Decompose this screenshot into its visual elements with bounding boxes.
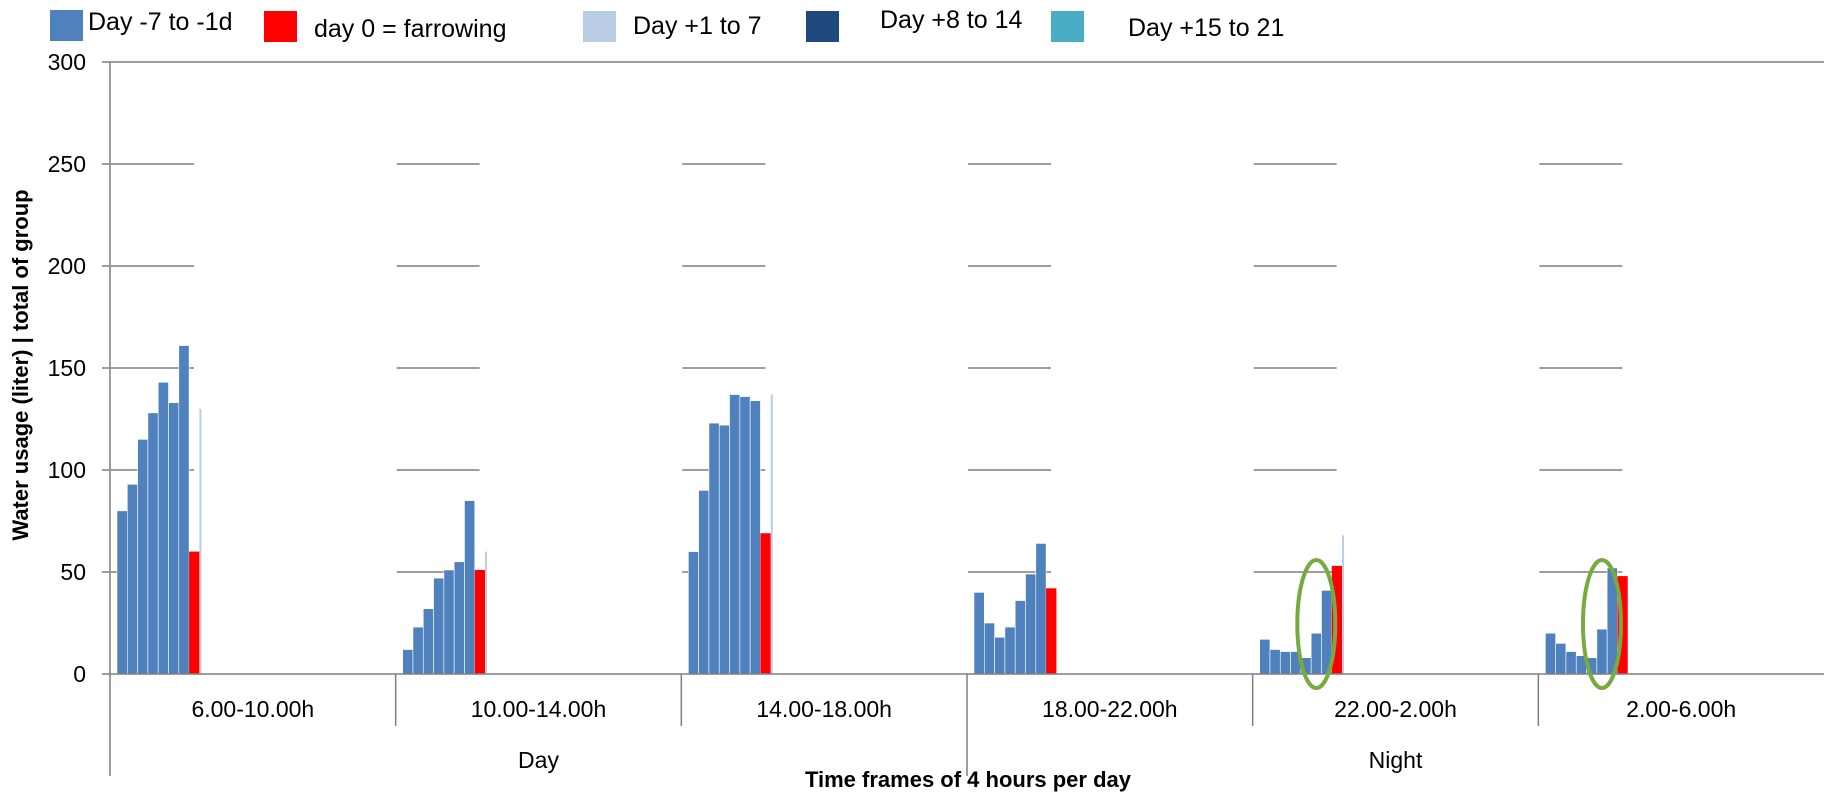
bar-day-minus <box>1596 628 1608 675</box>
legend-swatch <box>50 10 83 41</box>
category-label: 6.00-10.00h <box>191 696 314 722</box>
bar-day-minus <box>1545 632 1556 675</box>
legend-label: Day -7 to -1d <box>88 8 233 36</box>
bar-day-minus <box>983 622 995 675</box>
bar-day-zero <box>760 533 771 674</box>
legend: Day -7 to -1d day 0 = farrowing Day +1 to … <box>50 6 1284 43</box>
bar-day-minus <box>402 649 414 675</box>
bar-day-minus <box>708 422 720 675</box>
bar-day-minus <box>168 402 180 675</box>
category-label: 2.00-6.00h <box>1626 696 1736 722</box>
bar-day-minus <box>453 561 465 675</box>
bar-day-minus <box>422 608 434 675</box>
bar-day-minus <box>412 626 424 675</box>
highlight-ellipse <box>1295 558 1338 690</box>
bar-day-minus <box>1279 651 1291 675</box>
bar-day-minus <box>464 500 476 675</box>
y-axis-title: Water usage (liter) | total of group <box>8 189 33 540</box>
legend-swatch <box>806 11 839 42</box>
group-label: Night <box>1369 747 1423 773</box>
group-labels: Day Night <box>518 747 1423 773</box>
bar-day-minus <box>1310 632 1322 675</box>
y-tick-label: 200 <box>48 253 86 279</box>
x-axis-title: Time frames of 4 hours per day <box>805 767 1132 792</box>
y-tick-label: 0 <box>73 661 86 687</box>
group-label: Day <box>518 747 559 773</box>
category-labels: 6.00-10.00h 10.00-14.00h 14.00-18.00h 18.00… <box>191 696 1736 722</box>
bar-day-minus <box>1025 573 1037 675</box>
gridlines <box>110 61 1824 573</box>
bar-day-plus <box>199 408 202 674</box>
bar-day-minus <box>1035 543 1047 675</box>
bar-day-zero <box>474 569 486 674</box>
bar-day-minus <box>127 483 138 675</box>
category-label: 22.00-2.00h <box>1334 696 1457 722</box>
bar-day-minus <box>698 490 710 675</box>
bar-day-minus <box>1014 600 1026 675</box>
bar-day-minus <box>1004 626 1016 675</box>
legend-swatch <box>264 11 297 42</box>
bar-day-zero <box>189 551 200 674</box>
legend-swatch <box>1051 11 1084 42</box>
bar-day-minus <box>116 510 128 675</box>
category-label: 14.00-18.00h <box>756 696 892 722</box>
legend-label: Day +8 to 14 <box>880 6 1023 34</box>
bar-day-minus <box>739 396 751 675</box>
legend-swatch <box>583 11 616 42</box>
y-tick-label: 150 <box>48 355 86 381</box>
bar-day-minus <box>718 424 730 675</box>
bar-day-minus <box>443 569 455 675</box>
bar-day-plus <box>770 394 773 674</box>
y-tick-label: 50 <box>60 559 86 585</box>
bar-day-minus <box>1259 639 1271 675</box>
bar-day-minus <box>688 551 699 675</box>
y-tick-label: 300 <box>48 49 86 75</box>
bar-day-minus <box>1565 651 1577 675</box>
bar-day-minus <box>1555 643 1567 675</box>
bar-day-minus <box>1269 649 1281 675</box>
category-label: 10.00-14.00h <box>471 696 607 722</box>
bar-day-minus <box>157 381 169 675</box>
bar-day-minus <box>973 592 985 675</box>
legend-label: day 0 = farrowing <box>314 15 506 43</box>
legend-label: Day +15 to 21 <box>1128 14 1284 42</box>
bars <box>116 345 1628 675</box>
legend-label: Day +1 to 7 <box>633 12 762 40</box>
bar-day-minus <box>147 412 159 675</box>
bar-day-minus <box>729 394 741 675</box>
bar-day-minus <box>137 439 149 675</box>
bar-day-minus <box>433 577 445 675</box>
bar-day-zero <box>1046 588 1057 674</box>
annotations <box>1295 558 1623 690</box>
bar-day-plus <box>485 551 488 674</box>
highlight-ellipse <box>1580 558 1623 690</box>
axes <box>102 61 1824 776</box>
bar-day-minus <box>178 345 190 675</box>
bar-day-minus <box>749 400 761 675</box>
category-label: 18.00-22.00h <box>1042 696 1178 722</box>
y-tick-labels: 0 50 100 150 200 250 300 <box>48 49 86 687</box>
y-tick-label: 250 <box>48 151 86 177</box>
y-tick-label: 100 <box>48 457 86 483</box>
bar-day-plus <box>1342 535 1345 674</box>
bar-day-minus <box>994 636 1006 675</box>
